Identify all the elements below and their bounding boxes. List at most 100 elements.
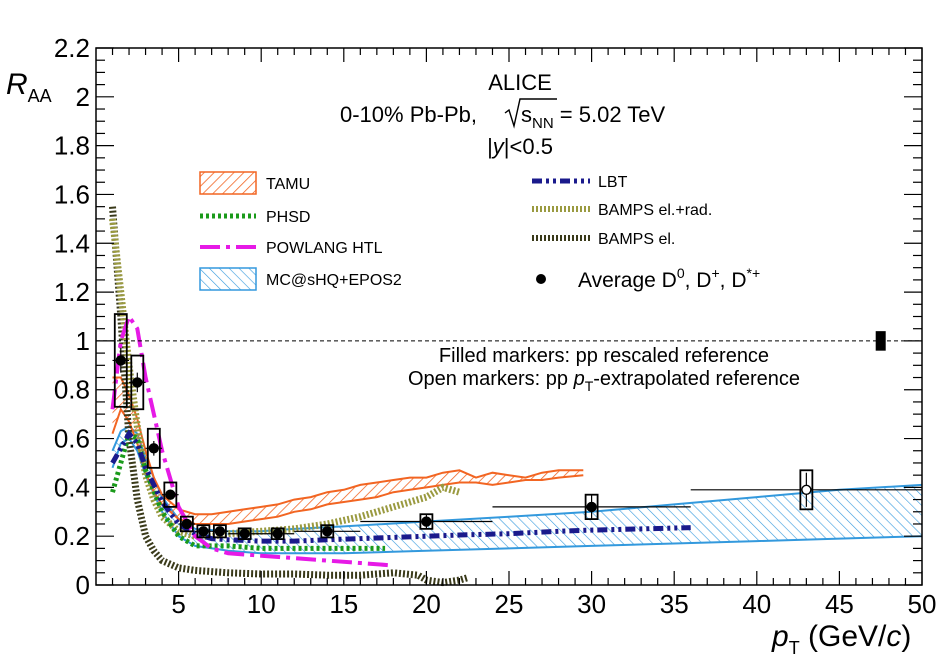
marker [198,526,209,537]
systematic-box [212,524,227,539]
legend-entry-tamu: TAMU [199,171,310,195]
systematic-box [320,524,335,539]
y-axis-title: RAA [6,68,52,106]
filled-data-point [492,493,691,520]
series-lbt-line [110,429,691,544]
y-tick-label: 2 [76,82,90,112]
series-powlang-line [110,312,394,568]
svg-text:PHSD: PHSD [266,209,310,226]
legend-entry-powlang: POWLANG HTL [200,240,383,257]
x-tick-label: 45 [825,589,854,619]
normalization-uncertainty-box [875,331,886,351]
filled-data-point [178,515,196,533]
filled-data-point [162,481,179,508]
model-curves [109,206,923,587]
marker [115,355,126,366]
series-mcshq-band-low [111,437,923,555]
series-tamu-band [112,377,584,524]
marker [148,443,160,454]
marker [272,528,283,539]
open-data-point [690,469,922,511]
legend: TAMU PHSD POWLANG HTL MC@sHQ+EPOS2 LBT B… [199,171,760,292]
marker [801,484,812,496]
systematic-box [130,354,145,411]
x-tick-label: 35 [660,589,689,619]
systematic-box [799,469,814,511]
y-tick-label: 2.2 [54,33,90,63]
filled-data-point [195,524,212,539]
note-open-markers: Open markers: pp pT-extrapolated referen… [408,368,800,394]
filled-data-point [360,513,493,530]
series-bamps-rad-line [109,218,461,540]
marker [239,528,250,539]
systematic-box [113,313,128,408]
marker [586,501,597,513]
y-tick-label: 1.6 [54,179,90,209]
y-tick-label: 0.4 [54,472,90,502]
svg-text:sNN = 5.02 TeV: sNN = 5.02 TeV [521,102,666,132]
svg-text:TAMU: TAMU [266,176,310,193]
filled-data-point [211,524,229,539]
series-mcshq-band [112,426,922,554]
filled-data-point [129,354,146,411]
sqrt-sign [504,98,557,129]
marker [165,489,176,500]
legend-entry-average: Average D0, D+, D*+ [536,265,760,292]
svg-text:LBT: LBT [598,174,628,191]
legend-entry-phsd: PHSD [200,209,310,226]
systematic-box [419,513,434,530]
axis-ticks: 5 10 15 20 25 30 35 40 45 50 0 0.2 0.4 0.6 0.8 1 1.2 1.4 1… [54,33,937,619]
legend-entry-mcshq: MC@sHQ+EPOS2 [199,267,402,291]
systematic-box [146,427,161,469]
series-bamps-el-line [109,206,469,587]
marker [214,526,226,537]
marker [322,526,333,537]
y-tick-label: 1.8 [54,131,90,161]
systematic-box [270,527,285,541]
x-tick-label: 30 [577,589,606,619]
filled-data-point [112,313,130,408]
systematic-box [584,493,599,520]
series-tamu-band-low [111,407,584,525]
y-tick-label: 0.8 [54,375,90,405]
systematic-box [237,527,252,541]
svg-text:BAMPS el.: BAMPS el. [598,231,675,248]
legend-entry-bamps-el: BAMPS el. [532,231,675,248]
series-tamu-band-high [112,376,584,516]
note-filled-markers: Filled markers: pp rescaled reference [439,345,769,367]
systematic-box [179,515,194,533]
filled-data-point [294,524,361,539]
svg-text:Average D0, D+, D*+: Average D0, D+, D*+ [578,265,760,292]
x-tick-label: 15 [329,589,358,619]
x-tick-label: 40 [742,589,771,619]
legend-entry-bamps-rad: BAMPS el.+rad. [532,202,712,219]
systematic-box [163,481,178,508]
svg-text:MC@sHQ+EPOS2: MC@sHQ+EPOS2 [266,272,402,289]
header-rapidity: |y|<0.5 [487,134,553,159]
y-tick-label: 0 [76,570,90,600]
filled-data-point [228,527,262,541]
y-tick-label: 1.4 [54,228,90,258]
x-axis-title: pT (GeV/c) [771,620,911,658]
x-tick-label: 25 [495,589,524,619]
header-system: 0-10% Pb-Pb, sNN = 5.02 TeV [340,98,666,132]
reference-layer [96,331,922,351]
y-tick-label: 1.2 [54,277,90,307]
x-tick-label: 5 [171,589,185,619]
header-experiment: ALICE [488,70,552,95]
marker [181,518,193,530]
y-tick-label: 1 [76,326,90,356]
filled-data-point [261,527,295,541]
systematic-box [196,524,211,539]
svg-text:0-10% Pb-Pb,: 0-10% Pb-Pb, [340,102,477,127]
y-tick-label: 0.2 [54,521,90,551]
svg-text:BAMPS el.+rad.: BAMPS el.+rad. [598,202,712,219]
filled-data-point [145,427,163,469]
marker [421,516,432,527]
y-tick-label: 0.6 [54,424,90,454]
x-tick-label: 20 [412,589,441,619]
x-tick-label: 50 [908,589,937,619]
marker [132,377,143,388]
legend-entry-lbt: LBT [532,174,628,191]
